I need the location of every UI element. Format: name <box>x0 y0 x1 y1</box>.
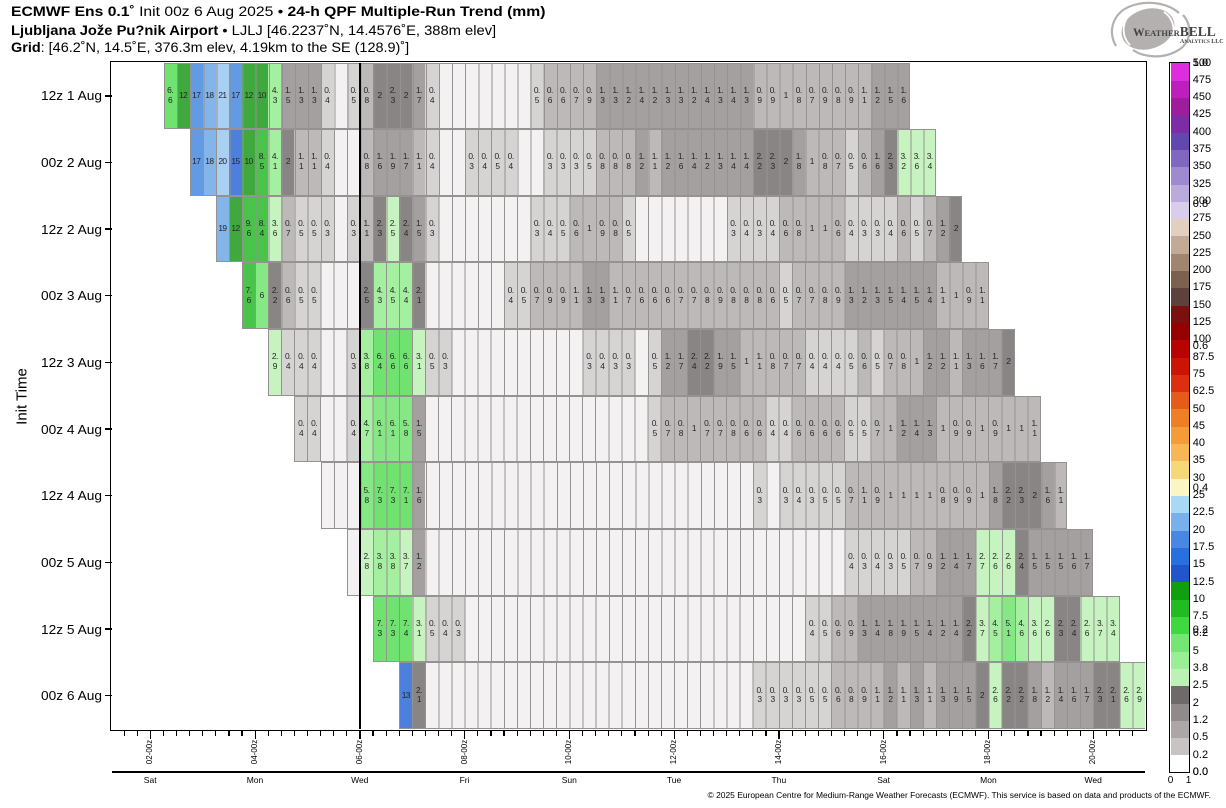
svg-text:ANALYTICS LLC: ANALYTICS LLC <box>1180 39 1224 45</box>
svg-text:WEATHERBELL: WEATHERBELL <box>1133 24 1216 39</box>
